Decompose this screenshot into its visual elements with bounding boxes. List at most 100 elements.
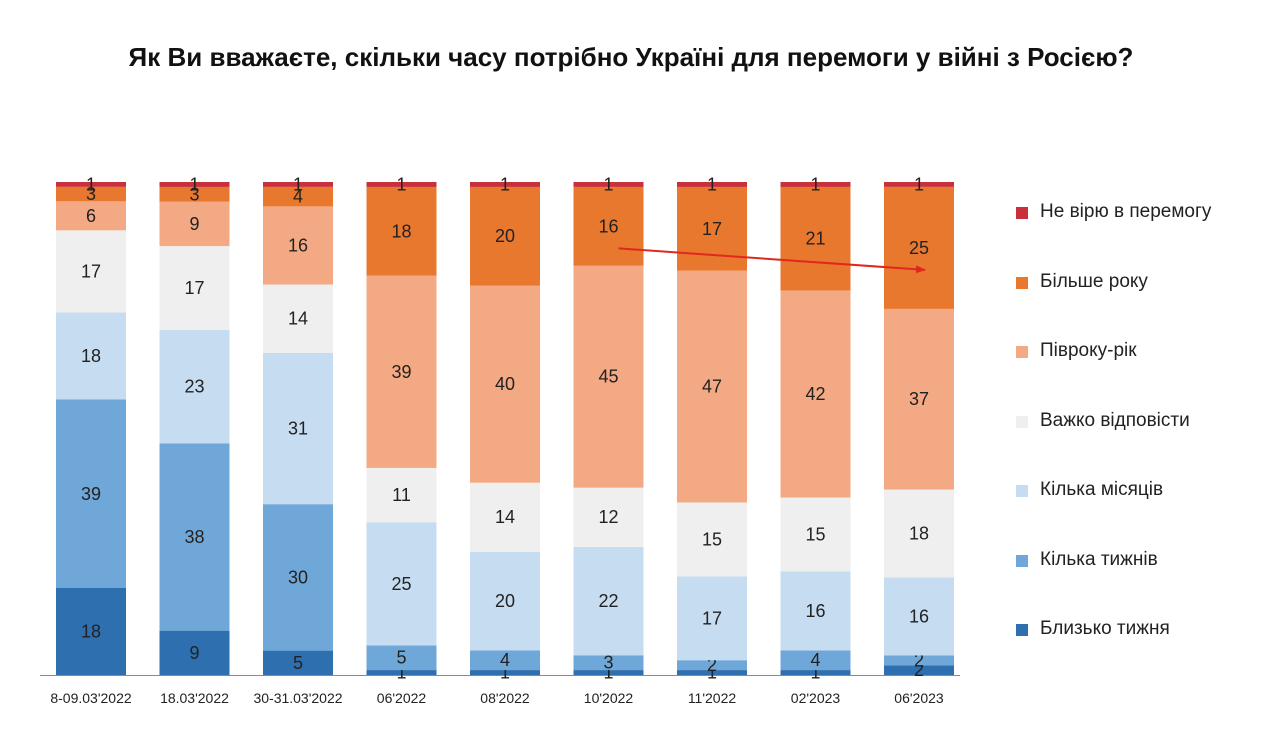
data-label: 1 [500, 174, 510, 194]
bar-segment-не-вірю-в-перемогу-7 [780, 182, 851, 187]
bar-segment-кілька-місяців-0 [56, 312, 126, 400]
data-label: 16 [288, 235, 308, 255]
bar-segment-півроку-рік-7 [780, 290, 851, 498]
bar-segment-не-вірю-в-перемогу-1 [159, 182, 230, 187]
data-label: 15 [805, 524, 825, 544]
data-label: 14 [288, 309, 308, 329]
x-tick-label: 11'2022 [688, 690, 737, 706]
bar-segment-важко-відповісти-6 [677, 502, 747, 577]
data-label: 40 [495, 374, 515, 394]
bar-segment-близько-тижня-1 [159, 630, 230, 675]
bar-segment-кілька-місяців-2 [263, 352, 333, 505]
legend-swatch [1016, 554, 1028, 567]
data-label: 16 [909, 606, 929, 626]
data-label: 23 [184, 377, 204, 397]
x-tick-label: 06'2022 [377, 690, 427, 706]
bar-segment-не-вірю-в-перемогу-3 [366, 182, 437, 187]
bar-segment-важко-відповісти-7 [780, 497, 851, 572]
bar-segment-близько-тижня-2 [263, 650, 333, 675]
data-label: 1 [603, 174, 613, 194]
data-label: 15 [702, 529, 722, 549]
bar-segment-близько-тижня-5 [573, 670, 644, 675]
bar-segment-важко-відповісти-5 [573, 487, 644, 547]
bar-segment-кілька-місяців-5 [573, 546, 644, 656]
bar-segment-півроку-рік-6 [677, 270, 747, 503]
data-label: 18 [391, 221, 411, 241]
data-label: 18 [81, 622, 101, 642]
data-label: 5 [293, 653, 303, 673]
data-label: 38 [184, 527, 204, 547]
data-label: 1 [500, 663, 510, 683]
bar-segment-кілька-тижнів-7 [780, 650, 851, 671]
bar-segment-більше-року-0 [56, 186, 126, 202]
data-label: 1 [189, 174, 199, 194]
bar-segment-кілька-тижнів-5 [573, 655, 644, 671]
data-label: 4 [293, 187, 303, 207]
legend-label: Більше року [1040, 270, 1148, 292]
bar-segment-кілька-тижнів-8 [884, 655, 954, 666]
bar-segment-важко-відповісти-3 [366, 467, 437, 523]
bar-segment-близько-тижня-7 [780, 670, 851, 675]
data-label: 37 [909, 389, 929, 409]
data-label: 20 [495, 591, 515, 611]
legend-label: Кілька місяців [1040, 479, 1164, 500]
x-tick-label: 10'2022 [584, 690, 634, 706]
chart-title: Як Ви вважаєте, скільки часу потрібно Ук… [128, 42, 1134, 72]
bar-segment-півроку-рік-4 [470, 285, 540, 483]
data-label: 17 [702, 608, 722, 628]
data-label: 39 [81, 484, 101, 504]
data-label: 2 [707, 655, 717, 675]
data-label: 18 [81, 346, 101, 366]
bar-segment-кілька-місяців-7 [780, 571, 851, 651]
data-label: 1 [86, 174, 96, 194]
data-label: 17 [81, 261, 101, 281]
x-tick-label: 02'2023 [791, 690, 841, 706]
bar-segment-не-вірю-в-перемогу-0 [56, 182, 126, 187]
data-label: 39 [391, 362, 411, 382]
bar-segment-півроку-рік-2 [263, 206, 333, 285]
x-tick-label: 8-09.03'2022 [50, 690, 132, 706]
bar-segment-більше-року-7 [780, 186, 851, 291]
bar-segment-кілька-тижнів-3 [366, 645, 437, 671]
legend-swatch [1016, 624, 1028, 636]
data-label: 31 [288, 419, 308, 439]
data-label: 20 [495, 226, 515, 246]
bar-segment-більше-року-5 [573, 186, 644, 266]
data-label: 1 [810, 663, 820, 683]
bar-segment-більше-року-1 [159, 186, 230, 202]
data-label: 4 [810, 650, 820, 670]
bar-segment-більше-року-2 [263, 186, 333, 207]
legend-swatch [1016, 207, 1028, 219]
data-label: 42 [805, 384, 825, 404]
bar-segment-важко-відповісти-0 [56, 230, 126, 313]
bar-segment-кілька-тижнів-6 [677, 660, 747, 671]
bar-segment-півроку-рік-5 [573, 265, 644, 488]
data-label: 5 [396, 648, 406, 668]
bar-segment-близько-тижня-4 [470, 670, 540, 675]
bar-segment-близько-тижня-3 [366, 670, 437, 675]
data-label: 3 [189, 184, 199, 204]
legend-swatch [1016, 346, 1028, 358]
bar-segment-важко-відповісти-2 [263, 284, 333, 353]
legend-swatch [1016, 415, 1028, 428]
x-tick-label: 18.03'2022 [160, 690, 229, 706]
bar-segment-кілька-місяців-8 [884, 577, 954, 656]
data-label: 3 [603, 653, 613, 673]
data-label: 21 [805, 229, 825, 249]
data-label: 1 [914, 174, 924, 194]
bar-segment-кілька-місяців-3 [366, 522, 437, 646]
data-label: 17 [184, 278, 204, 298]
data-label: 6 [86, 206, 96, 226]
data-label: 16 [805, 601, 825, 621]
x-tick-label: 06'2023 [894, 690, 944, 706]
data-label: 25 [909, 238, 929, 258]
data-label: 2 [914, 660, 924, 680]
bar-segment-важко-відповісти-1 [159, 246, 230, 330]
data-label: 1 [707, 174, 717, 194]
data-label: 17 [702, 219, 722, 239]
x-tick-label: 08'2022 [480, 690, 530, 706]
data-label: 25 [391, 574, 411, 594]
bar-segment-півроку-рік-3 [366, 275, 437, 468]
data-label: 14 [495, 507, 515, 527]
